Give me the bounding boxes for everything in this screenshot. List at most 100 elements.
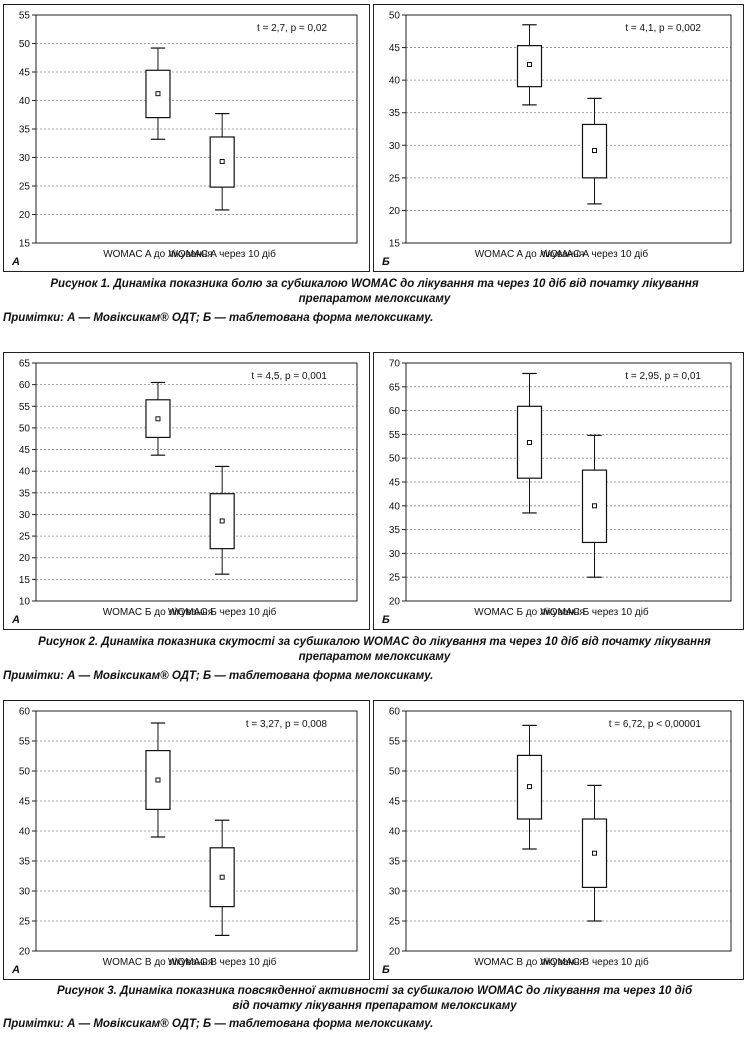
mean-marker (527, 62, 532, 68)
mean-marker (527, 439, 532, 445)
panel-letter: Б (382, 256, 390, 268)
mean-marker (155, 91, 161, 97)
stat-annotation: t = 3,27, p = 0,008 (246, 719, 328, 730)
chart-panel-1b: 15 20 25 30 35 40 45 50 WOMAC A до лікування WOMA… (373, 4, 744, 272)
y-tick-label: 45 (19, 797, 31, 808)
mean-marker (155, 777, 161, 783)
y-tick-label: 20 (389, 206, 401, 217)
y-tick-label: 50 (389, 454, 401, 465)
chart-panel-3b: 20 25 30 35 40 45 50 55 60 WOMAC B до лікування WO… (373, 700, 744, 980)
mean-marker (155, 416, 161, 422)
y-tick-label: 30 (19, 510, 31, 521)
mean-marker (219, 874, 225, 880)
x-category-label: WOMAC A до лікування (475, 249, 585, 260)
caption-line: препаратом мелоксикаму (298, 651, 451, 663)
figure-caption-1: Рисунок 1. Динаміка показника болю за су… (0, 277, 749, 307)
y-tick-label: 35 (19, 857, 31, 868)
boxplot-2b: 20 25 30 35 40 45 50 55 60 65 70 WOMAC Б до лікуван… (389, 359, 732, 618)
y-tick-label: 30 (389, 887, 401, 898)
y-tick-label: 50 (19, 767, 31, 778)
y-tick-label: 20 (19, 553, 31, 564)
panel-letter: Б (382, 614, 390, 626)
y-tick-label: 25 (389, 173, 401, 184)
y-tick-label: 30 (389, 141, 401, 152)
y-tick-label: 15 (389, 239, 401, 250)
y-tick-label: 50 (19, 39, 31, 50)
x-category-label: WOMAC Б через 10 діб (540, 606, 649, 618)
y-tick-label: 55 (389, 737, 401, 748)
mean-marker (527, 784, 532, 790)
chart-panel-2a: 10 15 20 25 30 35 40 45 50 55 60 65 WOMAC Б до лікув… (3, 352, 370, 630)
y-tick-label: 40 (389, 501, 401, 512)
y-tick-label: 35 (389, 525, 401, 536)
y-tick-label: 15 (19, 239, 31, 250)
y-tick-label: 65 (389, 382, 401, 393)
y-tick-label: 20 (19, 947, 31, 958)
stat-annotation: t = 4,1, p = 0,002 (625, 23, 701, 34)
x-category-label: WOMAC B до лікування (474, 957, 585, 968)
y-tick-label: 35 (389, 857, 401, 868)
y-tick-label: 55 (389, 430, 401, 441)
x-category-label: WOMAC A через 10 діб (541, 248, 649, 260)
x-category-label: WOMAC B через 10 діб (168, 956, 277, 968)
stat-annotation: t = 4,5, p = 0,001 (251, 371, 327, 382)
x-category-label: WOMAC B до лікування (103, 957, 214, 968)
y-tick-label: 50 (389, 767, 401, 778)
boxplot-2a: 10 15 20 25 30 35 40 45 50 55 60 65 WOMAC Б до лікув… (19, 359, 358, 618)
caption-line: Рисунок 3. Динаміка показника повсякденн… (56, 985, 693, 997)
y-tick-label: 30 (19, 887, 31, 898)
plot-frame (405, 710, 732, 952)
y-tick-label: 45 (19, 445, 31, 456)
y-tick-label: 25 (389, 917, 401, 928)
panel-letter: А (12, 964, 20, 976)
panel-letter: А (12, 614, 20, 626)
y-tick-label: 55 (19, 11, 31, 22)
y-tick-label: 65 (19, 359, 31, 370)
caption-line: Рисунок 2. Динаміка показника скутості з… (38, 636, 711, 648)
y-tick-label: 50 (19, 423, 31, 434)
y-tick-label: 50 (389, 11, 401, 22)
y-tick-label: 40 (19, 827, 31, 838)
y-tick-label: 40 (19, 467, 31, 478)
panel-letter: А (12, 256, 20, 268)
y-tick-label: 25 (389, 573, 401, 584)
figure-note-1: Примітки: А — Мовіксикам® ОДТ; Б — табле… (3, 312, 434, 324)
figure-note-2: Примітки: А — Мовіксикам® ОДТ; Б — табле… (3, 670, 434, 682)
mean-marker (592, 503, 597, 509)
x-category-label: WOMAC B через 10 діб (540, 956, 649, 968)
plot-frame (35, 14, 358, 244)
y-tick-label: 10 (19, 597, 31, 608)
boxplot-1b: 15 20 25 30 35 40 45 50 WOMAC A до лікуванняWOMA… (389, 11, 732, 260)
y-tick-label: 25 (19, 532, 31, 543)
y-tick-label: 60 (19, 380, 31, 391)
x-category-label: WOMAC Б до лікування (103, 607, 214, 618)
y-tick-label: 40 (19, 96, 31, 107)
mean-marker (592, 850, 597, 856)
x-category-label: WOMAC A через 10 діб (169, 248, 277, 260)
mean-marker (219, 518, 225, 524)
caption-line: препаратом мелоксикаму (298, 293, 451, 305)
x-category-label: WOMAC Б до лікування (474, 607, 585, 618)
boxplot-3b: 20 25 30 35 40 45 50 55 60 WOMAC B до лікуванняWO… (389, 707, 732, 968)
y-tick-label: 60 (19, 707, 31, 718)
y-tick-label: 20 (389, 947, 401, 958)
x-category-label: WOMAC Б через 10 діб (168, 606, 277, 618)
mean-marker (219, 158, 225, 164)
caption-line: від початку лікування препаратом мелокси… (232, 1000, 517, 1012)
chart-panel-3a: 20 25 30 35 40 45 50 55 60 WOMAC B до лікування WO… (3, 700, 370, 980)
y-tick-label: 60 (389, 406, 401, 417)
y-tick-label: 30 (389, 549, 401, 560)
y-tick-label: 35 (19, 125, 31, 136)
y-tick-label: 45 (389, 478, 401, 489)
chart-panel-1a: 15 20 25 30 35 40 45 50 55 WOMAC A до лікування WO… (3, 4, 370, 272)
y-tick-label: 15 (19, 575, 31, 586)
y-tick-label: 35 (389, 108, 401, 119)
y-tick-label: 70 (389, 359, 401, 370)
panel-letter: Б (382, 964, 390, 976)
y-tick-label: 45 (389, 43, 401, 54)
y-tick-label: 35 (19, 488, 31, 499)
plot-frame (35, 362, 358, 602)
plot-frame (35, 710, 358, 952)
boxplot-3a: 20 25 30 35 40 45 50 55 60 WOMAC B до лікуванняWO… (19, 707, 358, 968)
stat-annotation: t = 2,7, p = 0,02 (257, 23, 327, 34)
